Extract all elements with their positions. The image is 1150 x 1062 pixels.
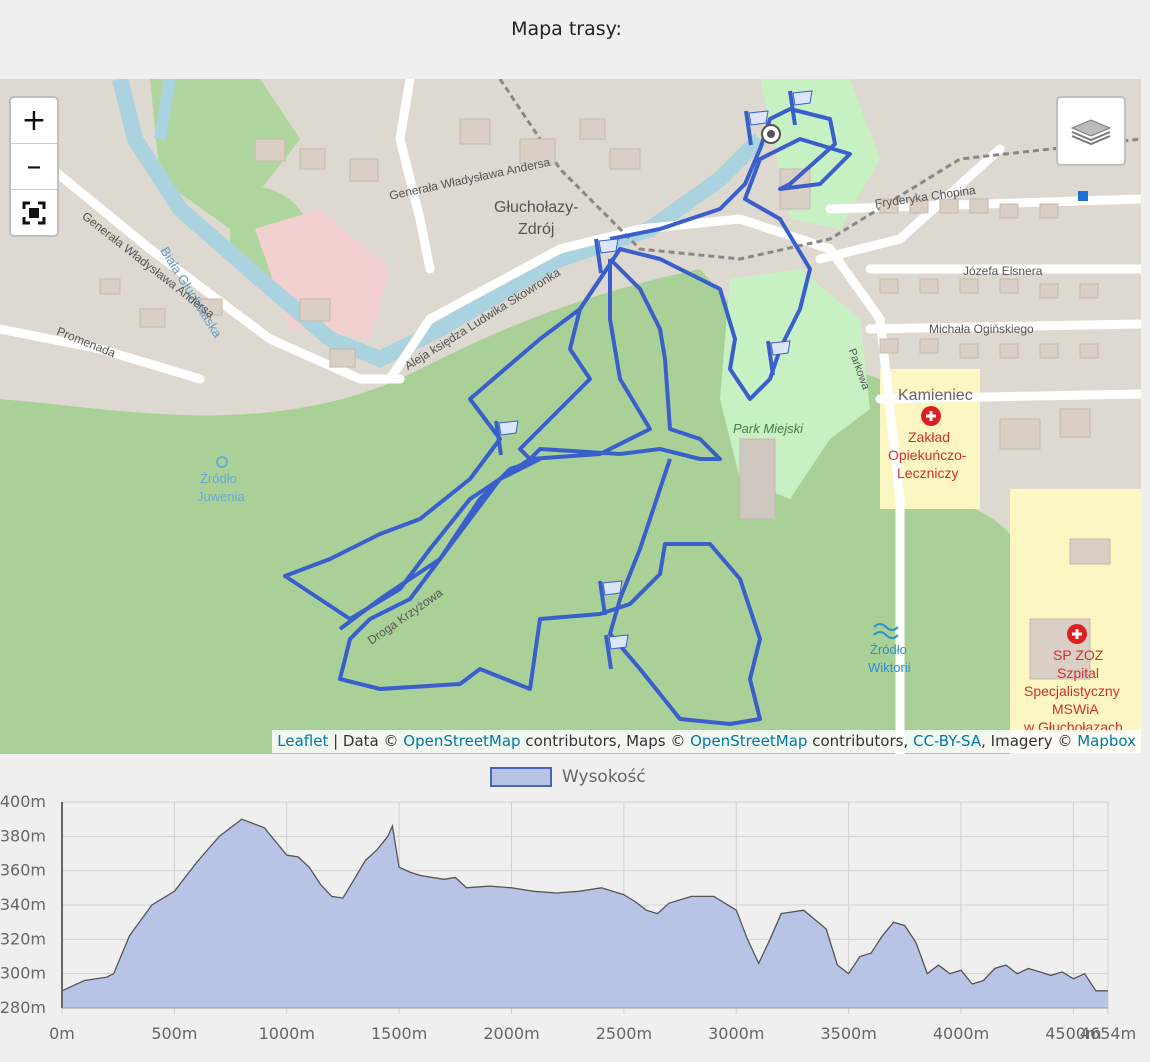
zaklad-label-3: Leczniczy — [897, 465, 959, 481]
y-tick-label: 400m — [0, 792, 46, 811]
attrib-text-2: contributors, Maps © — [520, 732, 691, 750]
street-elsnera-label: Józefa Elsnera — [963, 264, 1043, 278]
layers-button[interactable] — [1056, 96, 1126, 166]
zaklad-label-1: Zakład — [908, 429, 951, 445]
map-tiles — [0, 79, 1141, 754]
y-tick-label: 340m — [0, 895, 46, 914]
route-track — [216, 90, 1087, 726]
map-title: Mapa trasy: — [511, 18, 622, 40]
spring2-label: Źródło — [870, 642, 907, 657]
map-marker-square — [1078, 191, 1088, 201]
attrib-text-4: , Imagery © — [981, 732, 1078, 750]
szpital-label-3: Specjalistyczny — [1024, 683, 1120, 699]
zaklad-label-2: Opiekuńczo- — [888, 447, 967, 463]
town-label: Głuchołazy- — [494, 199, 579, 216]
x-tick-label: 4654m — [1080, 1024, 1136, 1043]
y-tick-label: 280m — [0, 998, 46, 1017]
x-tick-label: 3500m — [820, 1024, 876, 1043]
x-tick-label: 1500m — [371, 1024, 427, 1043]
x-tick-label: 4000m — [933, 1024, 989, 1043]
fullscreen-icon — [22, 201, 46, 224]
waypoint-flags — [494, 90, 813, 670]
zoom-control: + – — [9, 96, 59, 237]
y-tick-label: 320m — [0, 929, 46, 948]
fullscreen-button[interactable] — [11, 190, 57, 235]
legend-swatch — [490, 767, 552, 787]
x-tick-label: 4500m — [1045, 1024, 1101, 1043]
spring2-label-2: Wiktorii — [868, 660, 911, 675]
attrib-text-1: | Data © — [328, 732, 404, 750]
mapbox-link[interactable]: Mapbox — [1077, 732, 1136, 750]
x-tick-label: 3000m — [708, 1024, 764, 1043]
y-tick-label: 380m — [0, 826, 46, 845]
zoom-out-button[interactable]: – — [11, 144, 57, 190]
x-tick-label: 1000m — [259, 1024, 315, 1043]
chart-legend[interactable]: Wysokość — [490, 767, 646, 787]
park-label: Park Miejski — [733, 421, 804, 436]
buildings — [99, 118, 1111, 680]
spring-icon-2 — [873, 623, 899, 639]
osm-link-1[interactable]: OpenStreetMap — [403, 732, 521, 750]
street-oginskiego-label: Michała Ogińskiego — [929, 322, 1034, 336]
zoom-in-button[interactable]: + — [11, 98, 57, 144]
forest-area-north — [150, 79, 300, 229]
osm-link-2[interactable]: OpenStreetMap — [690, 732, 808, 750]
legend-label: Wysokość — [562, 767, 646, 787]
leaflet-link[interactable]: Leaflet — [277, 732, 329, 750]
y-tick-label: 360m — [0, 861, 46, 880]
x-tick-label: 0m — [49, 1024, 75, 1043]
forest-area-east — [880, 496, 1020, 754]
x-tick-label: 2000m — [483, 1024, 539, 1043]
attrib-text-3: contributors, — [807, 732, 913, 750]
town-label-2: Zdrój — [518, 221, 555, 238]
route-map[interactable]: Głuchołazy- Zdrój Biała Głuchołaska Park… — [0, 79, 1141, 754]
spring1-label-2: Juwenia — [197, 489, 245, 504]
spring-icon — [216, 456, 228, 468]
y-tick-label: 300m — [0, 964, 46, 983]
szpital-label-2: Szpital — [1057, 665, 1100, 681]
license-link[interactable]: CC-BY-SA — [912, 732, 982, 750]
layers-icon — [1070, 119, 1112, 146]
railway — [498, 79, 1141, 261]
elevation-area — [62, 819, 1108, 1008]
szpital-label-4: MSWiA — [1052, 701, 1099, 717]
map-attribution: Leaflet | Data © OpenStreetMap contribut… — [272, 730, 1141, 753]
szpital-label-1: SP ZOZ — [1053, 647, 1104, 663]
kamieniec-label: Kamieniec — [898, 387, 973, 404]
river — [112, 79, 766, 368]
x-tick-label: 500m — [151, 1024, 197, 1043]
elevation-line — [61, 818, 1108, 992]
elevation-chart[interactable]: 280m 300m 320m 340m 360m 380m 400m 0m 500m 1000m 1… — [0, 790, 1150, 1050]
x-tick-label: 2500m — [596, 1024, 652, 1043]
spring1-label: Źródło — [200, 471, 237, 486]
